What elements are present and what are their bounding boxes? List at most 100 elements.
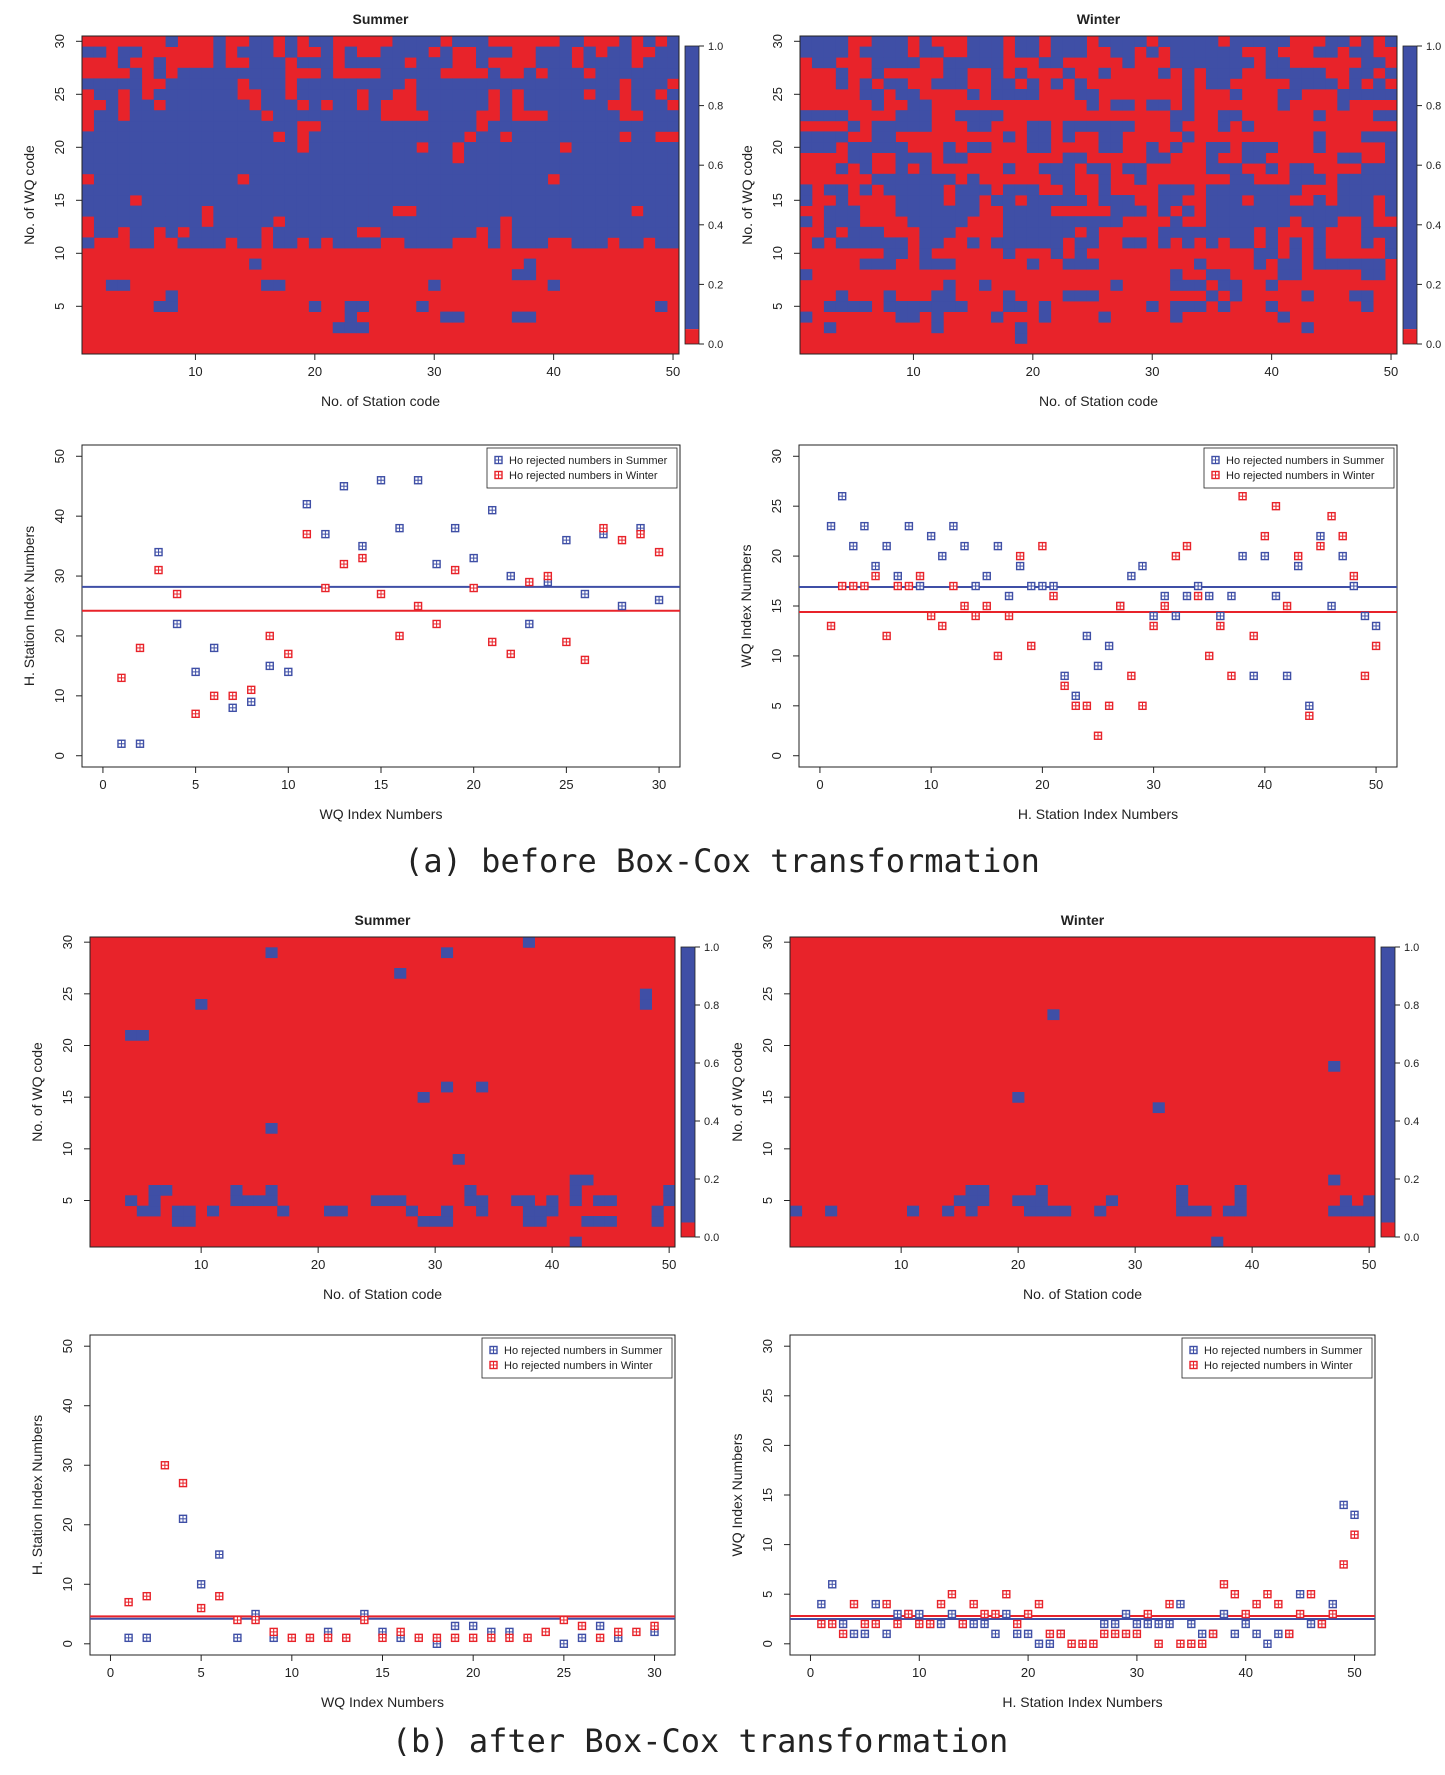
legend-entry: Ho rejected numbers in Winter <box>504 1360 653 1372</box>
heat-cell <box>141 120 155 132</box>
heat-cell <box>416 216 429 228</box>
heat-cell <box>332 216 346 228</box>
heat-cell <box>249 226 262 238</box>
data-point <box>1100 1619 1109 1629</box>
heat-cell <box>284 110 298 122</box>
y-tick-label: 25 <box>760 987 775 1001</box>
heat-cell <box>1349 78 1362 90</box>
heat-cell <box>105 152 119 164</box>
heat-cell <box>284 142 298 153</box>
data-point <box>525 577 534 587</box>
data-point <box>632 1627 641 1637</box>
heat-cell <box>273 110 286 122</box>
colorbar-tick-label: 0.4 <box>708 220 723 232</box>
data-point <box>1182 541 1192 551</box>
heat-cell <box>823 205 837 217</box>
data-point <box>1093 731 1103 740</box>
data-point <box>135 739 145 748</box>
heat-cell <box>213 163 226 175</box>
heat-cell <box>177 67 190 79</box>
heat-cell <box>931 301 944 312</box>
heat-cell <box>308 301 322 312</box>
x-tick-label: 10 <box>281 777 295 792</box>
heat-cell <box>213 36 226 47</box>
heat-cell <box>1373 184 1386 196</box>
heat-cell <box>82 46 95 58</box>
data-point <box>915 1619 924 1629</box>
heat-cell <box>1277 258 1290 270</box>
heat-cell <box>1217 269 1231 281</box>
heat-cell <box>1373 89 1386 100</box>
heat-cell <box>332 163 346 175</box>
heat-cell <box>1217 120 1231 132</box>
heat-cell <box>583 173 596 185</box>
heat-cell <box>883 142 896 153</box>
heat-cell <box>1158 237 1171 249</box>
heat-cell <box>1325 46 1338 58</box>
heat-cell <box>487 195 501 206</box>
heat-cell <box>1110 279 1123 291</box>
data-point <box>1205 591 1214 601</box>
heat-cell <box>607 89 620 100</box>
x-tick-label: 50 <box>1369 777 1383 792</box>
heat-cell <box>141 99 155 111</box>
heat-cell <box>392 163 405 175</box>
heat-cell <box>643 173 656 185</box>
heat-cell <box>559 78 572 90</box>
heat-cell <box>1289 237 1302 249</box>
heat-cell <box>825 1205 838 1217</box>
heat-cell <box>1325 258 1338 270</box>
heat-cell <box>261 89 274 100</box>
heat-cell <box>1050 78 1064 90</box>
heat-cell <box>394 1195 407 1207</box>
heat-cell <box>165 120 178 132</box>
heat-cell <box>153 301 166 312</box>
heat-cell <box>499 152 513 164</box>
heat-cell <box>129 110 143 122</box>
data-point <box>936 1619 946 1629</box>
heat-cell <box>919 226 932 238</box>
heat-cell <box>1170 269 1183 281</box>
heat-cell <box>189 163 202 175</box>
data-point <box>849 541 858 551</box>
heat-cell <box>404 152 417 164</box>
heat-cell <box>117 195 131 206</box>
heat-cell <box>1062 152 1076 164</box>
data-point <box>1078 1639 1087 1649</box>
heat-cell <box>1385 173 1398 185</box>
heat-cell <box>1187 1205 1200 1217</box>
heat-cell <box>1205 226 1219 238</box>
heat-cell <box>859 89 873 100</box>
heat-cell <box>368 89 381 100</box>
heat-cell <box>1222 1205 1235 1217</box>
heat-cell <box>165 226 178 238</box>
heat-cell <box>943 67 956 79</box>
heat-cell <box>213 237 226 249</box>
data-point <box>1116 601 1125 611</box>
heat-cell <box>225 152 238 164</box>
heat-cell <box>1038 57 1052 69</box>
heat-cell <box>823 322 837 334</box>
heat-cell <box>583 216 596 228</box>
heat-cell <box>320 36 334 47</box>
heat-cell <box>1205 216 1219 228</box>
heat-cell <box>1098 173 1111 185</box>
heat-cell <box>511 184 525 196</box>
data-point <box>117 673 126 683</box>
heat-cell <box>141 142 155 153</box>
heat-cell <box>595 142 608 153</box>
heat-cell <box>955 152 968 164</box>
heat-cell <box>835 195 849 206</box>
heat-cell <box>308 173 322 185</box>
heat-cell <box>1385 205 1398 217</box>
heat-cell <box>332 237 346 249</box>
heat-cell <box>859 152 873 164</box>
heat-cell <box>261 195 274 206</box>
heat-frame <box>89 936 676 1248</box>
heat-cell <box>859 163 873 175</box>
heat-cell <box>631 184 644 196</box>
heat-cell <box>571 67 584 79</box>
heat-cell <box>931 195 944 206</box>
